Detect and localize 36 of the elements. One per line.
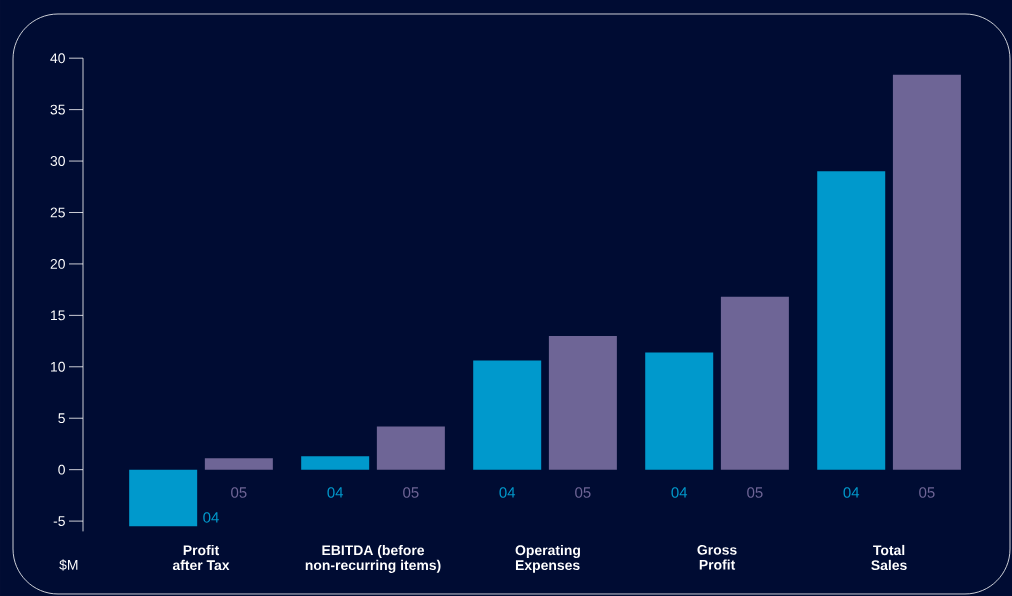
y-tick-label: 40 [50,53,65,64]
y-tick-label: 30 [50,156,65,166]
y-tick-label: 10 [51,361,65,372]
text: 04 [499,487,516,498]
y-tick-label: 0 [58,464,65,475]
bar [301,456,370,470]
series-label: 05 [231,487,247,498]
y-tick-label: 15 [51,310,65,321]
x-tick-label: Operating Expenses [515,544,580,573]
text: 05 [747,487,763,498]
bar [129,469,198,527]
x-tick-label: Total Sales [871,544,907,571]
x-tick-label: Gross Profit [697,544,737,570]
y-tick-label: 5 [58,413,65,424]
bar [645,352,714,470]
text: 04 [671,487,688,498]
bar [817,171,886,470]
y-tick-label: 35 [50,104,65,115]
bar [892,74,961,470]
y-tick-label: -5 [53,516,65,526]
bar [376,426,445,470]
text: 04 [843,487,860,498]
text: 05 [575,487,591,498]
bar [204,458,273,470]
x-tick-label: Profit after Tax [172,544,230,571]
text: 05 [919,487,935,498]
bar [720,296,789,470]
y-tick-label: 25 [50,207,65,218]
bar [473,360,542,470]
y-axis-title: $M [59,559,78,571]
bar [548,335,617,470]
series-label: 04 [203,512,219,523]
text: 05 [403,487,419,498]
text: 04 [327,487,344,498]
x-tick-label: EBITDA (before non-recurring items) [305,544,441,573]
y-tick-label: 20 [50,258,65,269]
